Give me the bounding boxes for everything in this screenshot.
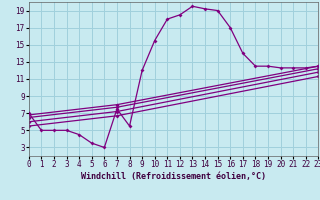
X-axis label: Windchill (Refroidissement éolien,°C): Windchill (Refroidissement éolien,°C) <box>81 172 266 181</box>
